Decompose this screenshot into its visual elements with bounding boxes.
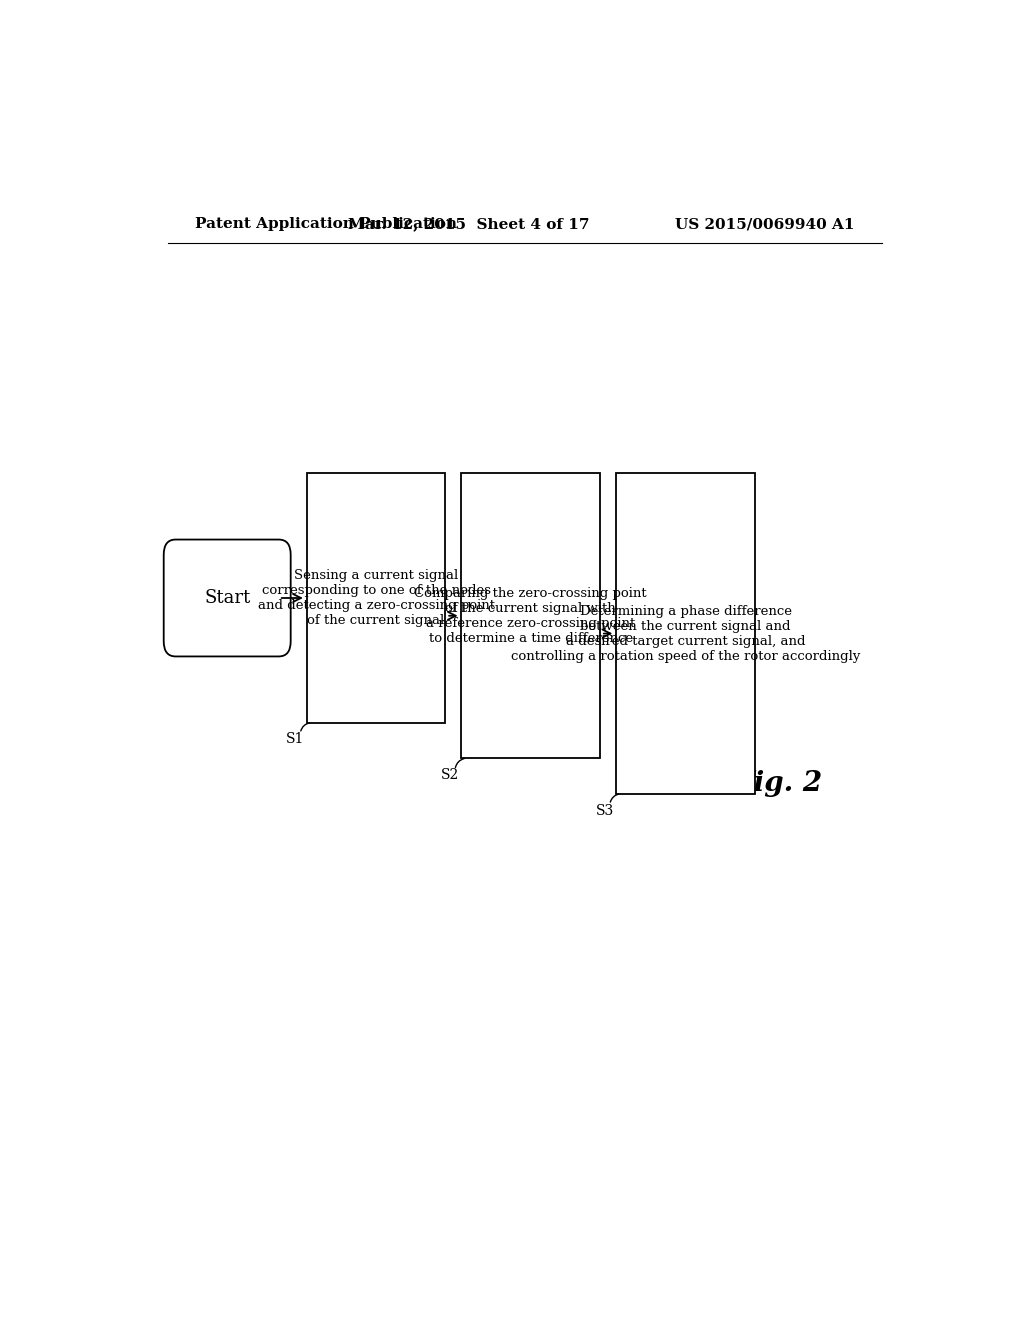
FancyBboxPatch shape [461, 474, 600, 758]
Text: Fig. 2: Fig. 2 [734, 770, 823, 797]
FancyBboxPatch shape [306, 474, 445, 722]
Text: S1: S1 [286, 731, 304, 746]
Text: Sensing a current signal
corresponding to one of the nodes
and detecting a zero-: Sensing a current signal corresponding t… [257, 569, 495, 627]
Text: Comparing the zero-crossing point
of the current signal with
a reference zero-cr: Comparing the zero-crossing point of the… [415, 587, 647, 644]
FancyBboxPatch shape [164, 540, 291, 656]
FancyBboxPatch shape [616, 474, 755, 793]
Text: S2: S2 [440, 768, 459, 783]
Text: Mar. 12, 2015  Sheet 4 of 17: Mar. 12, 2015 Sheet 4 of 17 [348, 218, 590, 231]
Text: Determining a phase difference
between the current signal and
a desired target c: Determining a phase difference between t… [511, 605, 860, 663]
Text: Start: Start [204, 589, 250, 607]
Text: S3: S3 [595, 804, 613, 818]
Text: Patent Application Publication: Patent Application Publication [196, 218, 458, 231]
Text: US 2015/0069940 A1: US 2015/0069940 A1 [675, 218, 854, 231]
